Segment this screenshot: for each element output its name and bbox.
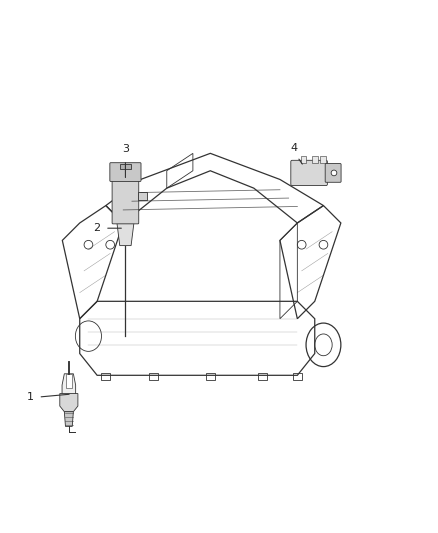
Polygon shape — [117, 223, 134, 246]
Polygon shape — [138, 192, 147, 200]
Bar — [149, 373, 158, 379]
Polygon shape — [60, 393, 78, 411]
Bar — [102, 373, 110, 379]
FancyBboxPatch shape — [110, 163, 141, 181]
Bar — [258, 373, 267, 379]
Text: 3: 3 — [122, 144, 129, 154]
Bar — [300, 156, 306, 163]
Polygon shape — [66, 374, 72, 388]
Polygon shape — [120, 164, 131, 169]
Bar — [293, 373, 302, 379]
Text: 2: 2 — [93, 223, 101, 233]
Text: 4: 4 — [290, 143, 297, 154]
FancyBboxPatch shape — [291, 160, 327, 185]
Bar — [321, 156, 326, 163]
Bar — [206, 373, 215, 379]
Polygon shape — [62, 374, 76, 402]
Text: 1: 1 — [27, 392, 34, 402]
Polygon shape — [64, 411, 74, 426]
FancyBboxPatch shape — [325, 164, 341, 182]
FancyBboxPatch shape — [112, 177, 139, 224]
Bar — [312, 156, 318, 163]
Ellipse shape — [331, 170, 337, 176]
